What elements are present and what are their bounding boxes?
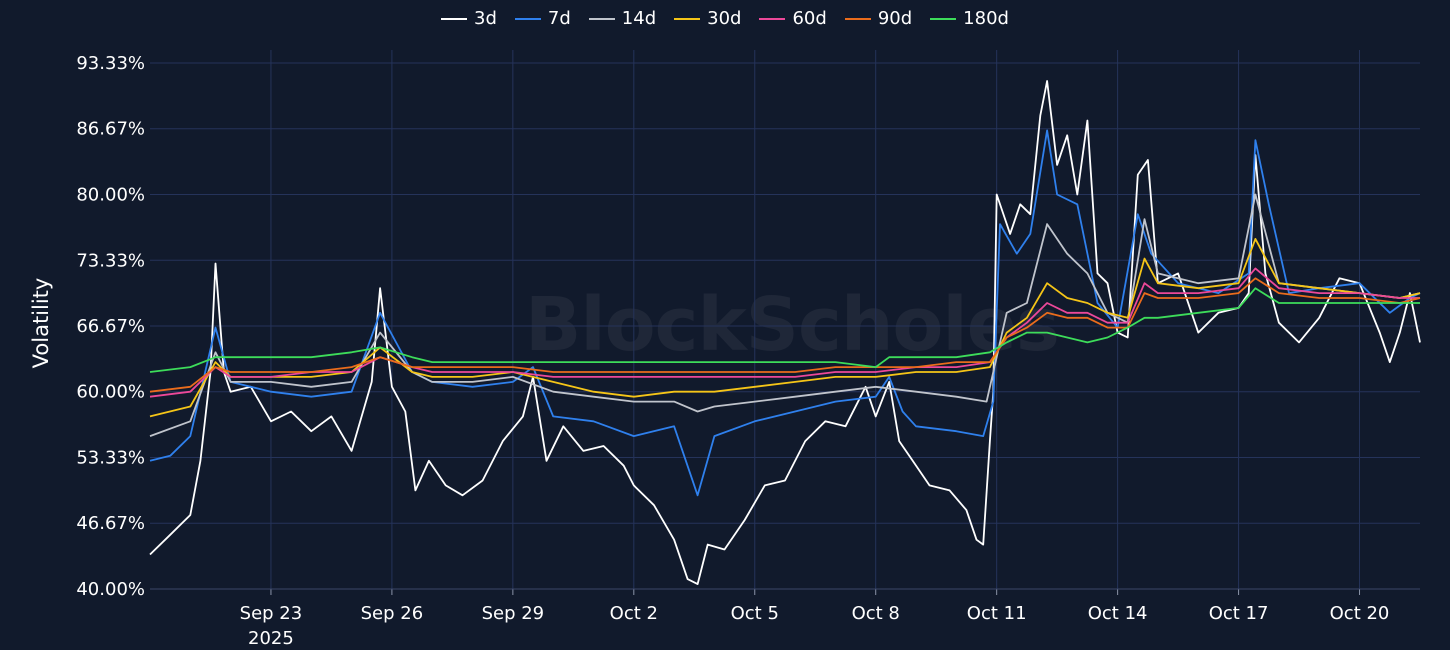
series-lines xyxy=(149,80,1421,585)
grid-lines xyxy=(150,50,1420,595)
x-tick-label: Oct 11 xyxy=(967,603,1027,624)
x-tick-label: Oct 20 xyxy=(1330,603,1390,624)
x-tick-label: Oct 8 xyxy=(852,603,900,624)
x-tick-label: Oct 14 xyxy=(1088,603,1148,624)
legend-item-14d[interactable]: 14d xyxy=(588,8,657,29)
legend-item-7d[interactable]: 7d xyxy=(514,8,571,29)
series-line-180d xyxy=(149,287,1420,373)
legend-swatch xyxy=(441,17,468,20)
legend-swatch xyxy=(844,17,871,20)
y-tick-label: 93.33% xyxy=(76,53,145,74)
x-tick-label: Oct 5 xyxy=(731,603,779,624)
legend-item-90d[interactable]: 90d xyxy=(844,8,913,29)
series-line-7d xyxy=(149,129,1421,497)
legend-swatch xyxy=(759,17,786,20)
x-tick-year-label: 2025 xyxy=(248,628,294,649)
legend-swatch xyxy=(514,17,541,20)
series-line-3d xyxy=(149,80,1421,585)
y-tick-label: 86.67% xyxy=(76,119,145,140)
y-tick-label: 66.67% xyxy=(76,316,145,337)
series-line-14d xyxy=(149,193,1421,437)
legend-item-30d[interactable]: 30d xyxy=(674,8,741,29)
legend-label: 90d xyxy=(877,8,913,29)
series-line-90d xyxy=(149,277,1421,393)
x-tick-label: Sep 29 xyxy=(482,603,545,624)
series-line-30d xyxy=(149,238,1421,418)
series-line-60d xyxy=(149,267,1420,398)
y-tick-label: 46.67% xyxy=(76,513,145,534)
legend-swatch xyxy=(588,17,615,20)
x-tick-label: Sep 23 xyxy=(240,603,303,624)
legend-label: 3d xyxy=(474,8,497,29)
y-tick-label: 73.33% xyxy=(76,250,145,271)
legend-label: 7d xyxy=(547,8,571,29)
legend-label: 14d xyxy=(621,8,657,29)
legend-item-3d[interactable]: 3d xyxy=(441,8,497,29)
x-tick-label: Oct 17 xyxy=(1209,603,1269,624)
watermark: BlockScholes xyxy=(525,282,1060,368)
legend-label: 60d xyxy=(792,8,827,29)
chart-legend: 3d 7d 14d 30d 60d 90d 180d xyxy=(0,8,1450,29)
legend-label: 180d xyxy=(963,8,1009,29)
y-tick-label: 60.00% xyxy=(76,382,145,403)
legend-item-60d[interactable]: 60d xyxy=(759,8,827,29)
legend-swatch xyxy=(674,17,701,20)
x-tick-label: Sep 26 xyxy=(361,603,424,624)
y-tick-label: 53.33% xyxy=(76,448,145,469)
x-tick-label: Oct 2 xyxy=(610,603,658,624)
axis-labels: 40.00% 46.67% 53.33% 60.00% 66.67% 73.33% 80.0… xyxy=(76,53,1389,649)
legend-swatch xyxy=(930,17,957,20)
legend-label: 30d xyxy=(707,8,742,29)
y-tick-label: 80.00% xyxy=(76,184,145,205)
y-tick-label: 40.00% xyxy=(76,579,145,600)
legend-item-180d[interactable]: 180d xyxy=(930,8,1009,29)
